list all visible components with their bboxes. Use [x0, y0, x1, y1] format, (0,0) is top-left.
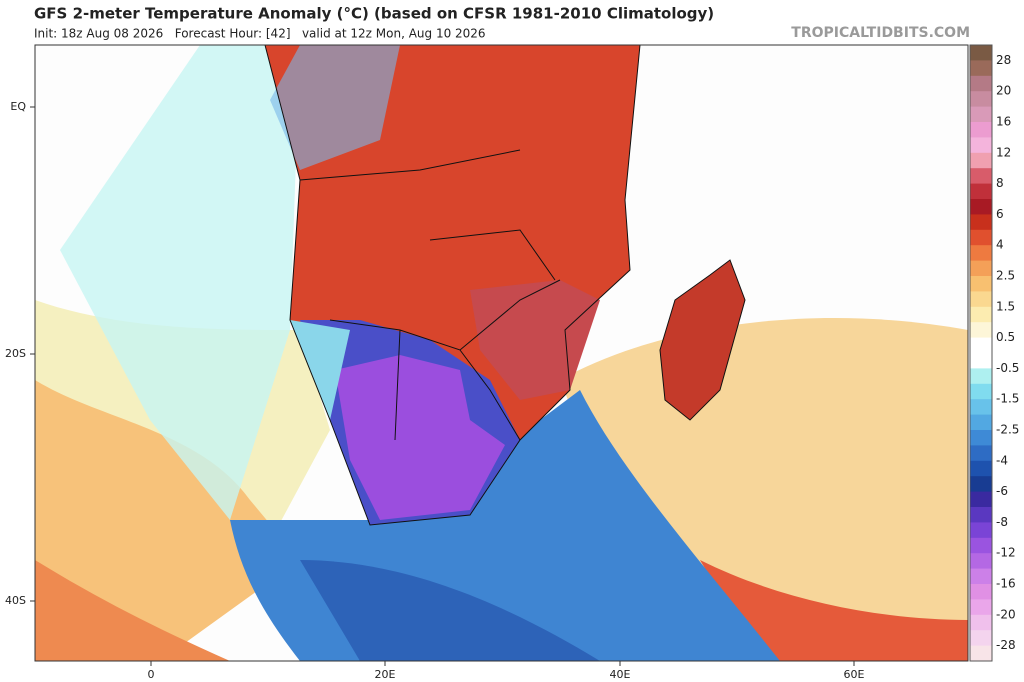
colorbar-swatch	[970, 537, 992, 554]
colorbar-label: 20	[996, 84, 1011, 98]
colorbar-label: -0.5	[996, 361, 1019, 375]
lat-label: 20S	[5, 347, 26, 360]
lon-label: 20E	[375, 668, 396, 681]
colorbar-swatch	[970, 414, 992, 431]
colorbar-swatch	[970, 599, 992, 616]
colorbar-label: -8	[996, 515, 1008, 529]
colorbar-swatch	[970, 245, 992, 262]
colorbar-swatch	[970, 445, 992, 462]
colorbar-swatch	[970, 168, 992, 185]
colorbar-swatch	[970, 122, 992, 138]
colorbar-label: -2.5	[996, 423, 1019, 437]
colorbar-frame	[969, 44, 993, 662]
colorbar-swatch	[970, 522, 992, 539]
lat-axis: EQ 20S 40S	[5, 100, 35, 607]
colorbar-swatch	[970, 460, 992, 477]
lon-axis: 0 20E 40E 60E	[148, 661, 865, 681]
colorbar-swatch	[970, 353, 992, 369]
colorbar-swatch	[970, 75, 992, 92]
colorbar-label: -20	[996, 607, 1016, 621]
colorbar-swatch	[970, 137, 992, 154]
lat-label: EQ	[10, 100, 26, 113]
colorbar-swatch	[970, 507, 992, 523]
colorbar-swatch	[970, 322, 992, 339]
colorbar-swatch	[970, 199, 992, 215]
colorbar-label: 8	[996, 176, 1004, 190]
colorbar-label: -28	[996, 638, 1016, 652]
colorbar-label: 4	[996, 238, 1004, 252]
colorbar-swatch	[970, 276, 992, 292]
colorbar-swatch	[970, 368, 992, 385]
colorbar-swatch	[970, 383, 992, 400]
colorbar-swatch	[970, 229, 992, 246]
colorbar-swatch	[970, 91, 992, 108]
colorbar-swatch	[970, 291, 992, 308]
colorbar-label: 6	[996, 207, 1004, 221]
colorbar-swatch	[970, 306, 992, 323]
colorbar-label: 28	[996, 53, 1011, 67]
colorbar-swatch	[970, 553, 992, 570]
colorbar-label: 12	[996, 145, 1011, 159]
colorbar-swatch	[970, 260, 992, 277]
colorbar-label: 16	[996, 115, 1011, 129]
colorbar-swatch	[970, 60, 992, 77]
colorbar-label: -1.5	[996, 392, 1019, 406]
colorbar-swatch	[970, 152, 992, 169]
colorbar-label: -6	[996, 484, 1008, 498]
colorbar-swatch	[970, 214, 992, 231]
site-credit: TROPICALTIDBITS.COM	[791, 25, 970, 41]
colorbar-swatch	[970, 614, 992, 631]
colorbar-swatch	[970, 630, 992, 647]
colorbar-swatch	[970, 568, 992, 585]
colorbar: 28 20 16 12 8 6 4 2.5 1.5 0.5 -0.5 -1.5 -2.5 -4 -6 -8 -1…	[969, 44, 1019, 662]
colorbar-swatch	[970, 106, 992, 123]
colorbar-swatch	[970, 183, 992, 200]
lon-label: 0	[148, 668, 155, 681]
colorbar-label: 1.5	[996, 299, 1015, 313]
colorbar-swatch	[970, 399, 992, 416]
lon-label: 40E	[610, 668, 631, 681]
colorbar-swatch	[970, 476, 992, 493]
lon-label: 60E	[844, 668, 865, 681]
colorbar-swatch	[970, 430, 992, 446]
colorbar-label: 0.5	[996, 330, 1015, 344]
colorbar-swatch	[970, 584, 992, 600]
colorbar-label: -16	[996, 577, 1016, 591]
colorbar-label: 2.5	[996, 269, 1015, 283]
lat-label: 40S	[5, 594, 26, 607]
map-field	[35, 45, 968, 661]
colorbar-label: -4	[996, 453, 1008, 467]
title: GFS 2-meter Temperature Anomaly (°C) (ba…	[34, 5, 714, 23]
colorbar-label: -12	[996, 546, 1016, 560]
map-frame	[34, 44, 969, 662]
colorbar-swatch	[970, 645, 992, 662]
colorbar-swatch	[970, 491, 992, 508]
colorbar-swatch	[970, 45, 992, 61]
colorbar-swatch	[970, 337, 992, 354]
subtitle: Init: 18z Aug 08 2026 Forecast Hour: [42…	[34, 27, 486, 41]
